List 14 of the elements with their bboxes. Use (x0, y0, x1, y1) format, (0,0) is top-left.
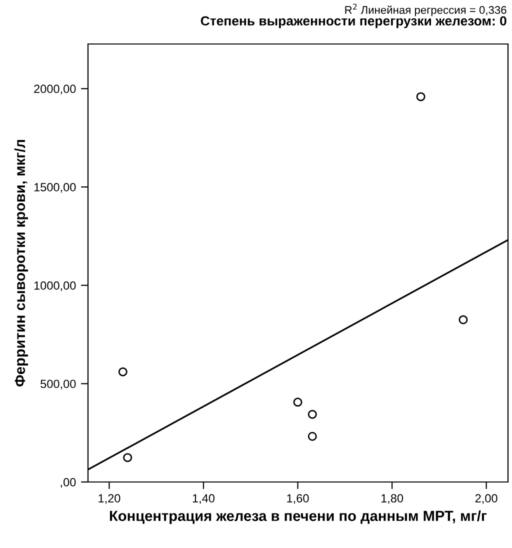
x-tick-label: 1,80 (381, 494, 404, 504)
y-tick-label: ,00 (60, 478, 76, 488)
x-tick-label: 1,40 (192, 494, 215, 504)
text: R$^{2}$ Линейная регрессия = 0,336 (345, 4, 506, 16)
x-tick-label: 1,60 (287, 494, 309, 504)
x-tick-label: 2,00 (475, 494, 498, 504)
x-tick-label: 1,20 (98, 494, 120, 504)
y-tick-label: 1000,00 (34, 281, 76, 292)
y-tick-label: 500,00 (40, 380, 76, 390)
y-tick-label: 2000,00 (34, 84, 76, 94)
chart-title: Степень выраженности перегрузки железом: 0 (200, 16, 506, 28)
y-axis-title: Ферритин сыворотки крови, мкг/л (14, 140, 28, 387)
y-tick-label: 1500,00 (34, 183, 76, 193)
x-axis-title: Концентрация железа в печени по данным МРТ, мг/г (110, 510, 487, 524)
